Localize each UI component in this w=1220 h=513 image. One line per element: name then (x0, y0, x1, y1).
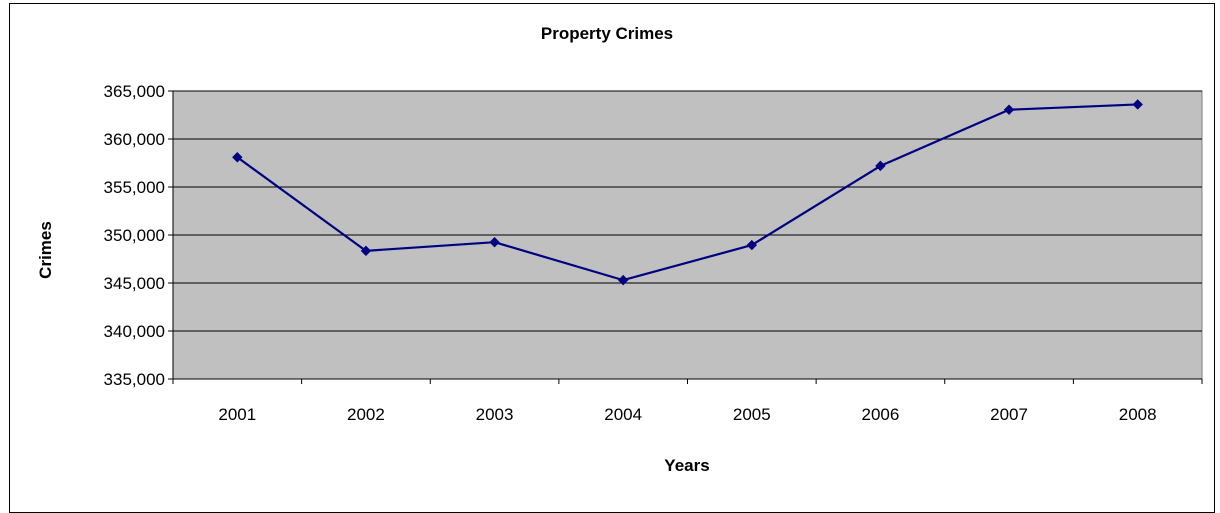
data-point-2003 (489, 236, 500, 248)
x-tick-label: 2004 (604, 405, 642, 424)
y-tick-label: 355,000 (104, 178, 165, 197)
chart-title: Property Crimes (541, 24, 673, 43)
series-line (236, 103, 1138, 282)
x-tick-label: 2008 (1119, 405, 1157, 424)
x-tick-label: 2001 (218, 405, 256, 424)
data-point-2004 (617, 274, 629, 286)
y-axis-ticks: 335,000 340,000 345,000 350,000 355,000 360,0… (104, 82, 173, 389)
series-crimes (232, 99, 1143, 286)
x-tick-label: 2003 (476, 405, 514, 424)
data-point-2002 (360, 245, 372, 257)
data-point-2006 (875, 160, 886, 172)
y-tick-label: 365,000 (104, 82, 165, 101)
data-point-2005 (746, 239, 758, 251)
x-tick-label: 2005 (733, 405, 771, 424)
y-tick-label: 350,000 (104, 226, 165, 245)
y-tick-label: 335,000 (104, 370, 165, 389)
x-axis-title: Years (664, 456, 709, 475)
data-point-2001 (232, 152, 243, 163)
x-axis-ticks: 2001 2002 2003 2004 2005 2006 2007 2008 (172, 379, 1203, 424)
x-tick-label: 2007 (990, 405, 1028, 424)
y-tick-label: 340,000 (104, 322, 165, 341)
y-tick-label: 360,000 (104, 130, 165, 149)
data-point-2007 (1003, 104, 1015, 115)
gridlines (173, 90, 1202, 332)
x-tick-label: 2006 (862, 405, 900, 424)
data-point-2008 (1132, 99, 1143, 110)
y-axis-title: Crimes (36, 221, 55, 279)
x-tick-label: 2002 (347, 405, 385, 424)
y-tick-label: 345,000 (104, 274, 165, 293)
